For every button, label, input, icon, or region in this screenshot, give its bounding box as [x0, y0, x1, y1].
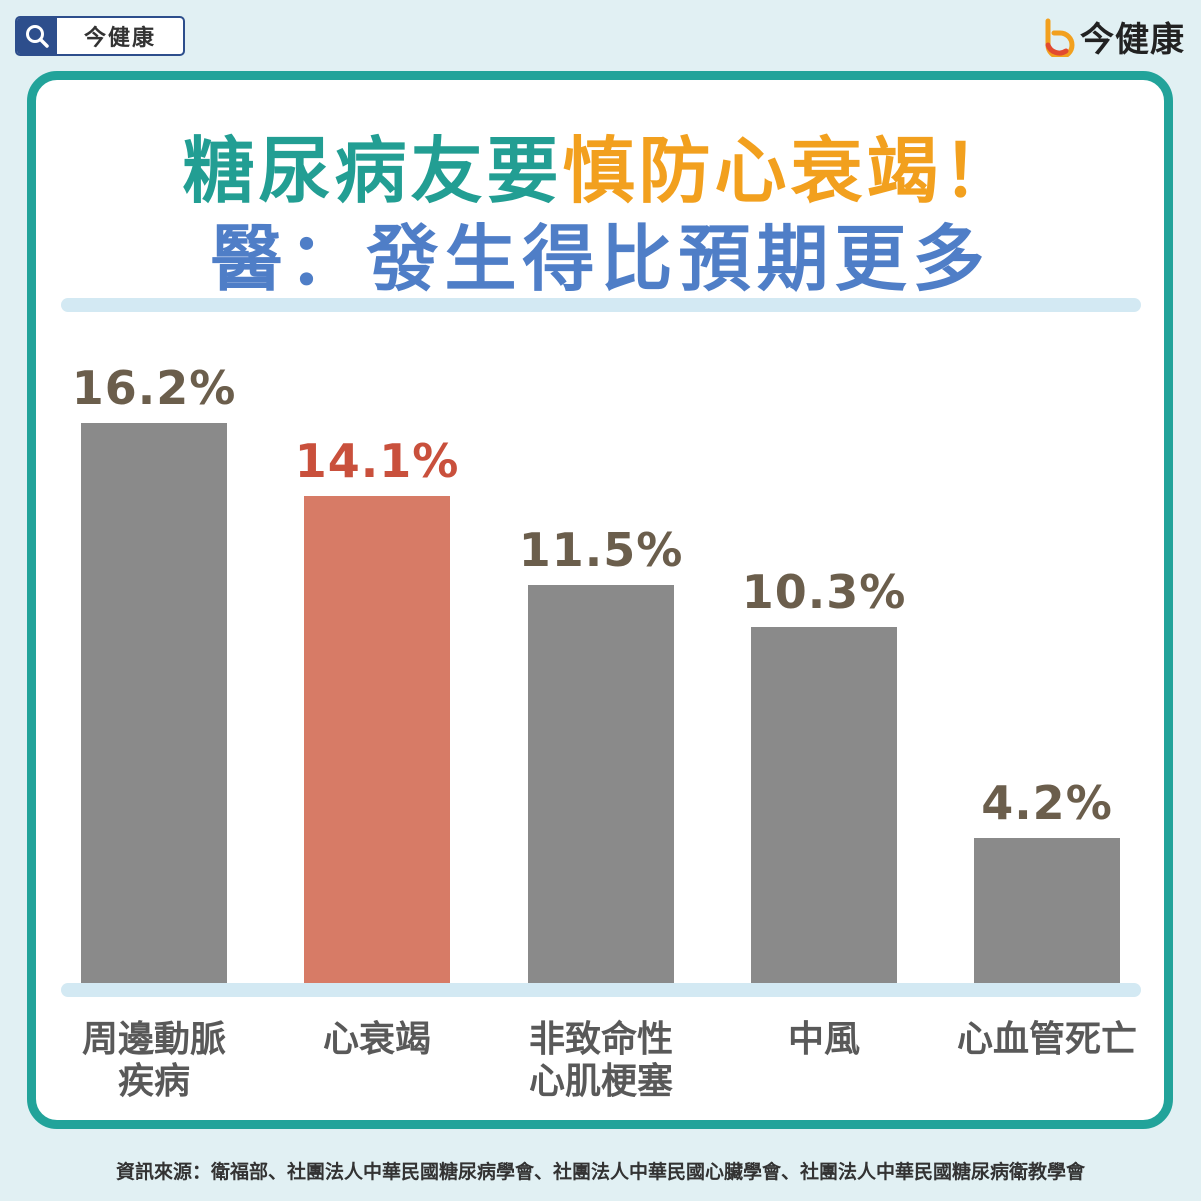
category-label: 心血管死亡 [956, 1019, 1137, 1060]
bar-value-label: 16.2% [71, 361, 237, 415]
bar-3 [528, 585, 674, 983]
bar-5 [974, 838, 1120, 983]
title-orange-part: 慎防心衰竭！ [562, 129, 1019, 213]
bar-1 [81, 423, 227, 983]
brand-logo-icon [1045, 18, 1075, 57]
brand-logo-text: 今健康 [1080, 20, 1185, 60]
bar-2 [304, 496, 450, 983]
search-badge: 今健康 [15, 16, 185, 56]
source-footnote: 資訊來源：衛福部、社團法人中華民國糖尿病學會、社團法人中華民國心臟學會、社團法人… [115, 1161, 1085, 1183]
page-title-line2: 醫：發生得比預期更多 [210, 217, 991, 301]
chart-baseline [61, 983, 1141, 997]
bar-value-label: 10.3% [741, 565, 907, 619]
badge-text: 今健康 [83, 26, 156, 51]
category-label: 中風 [787, 1019, 860, 1060]
category-label: 非致命性 心肌梗塞 [528, 1019, 673, 1102]
category-label: 周邊動脈 疾病 [81, 1019, 226, 1102]
bar-4 [751, 627, 897, 983]
top-divider [61, 298, 1141, 312]
bar-value-label: 4.2% [981, 776, 1113, 830]
page-title-line1: 糖尿病友要慎防心衰竭！ [0, 112, 1201, 217]
category-label: 心衰竭 [322, 1019, 431, 1060]
brand-logo: 今健康 [1040, 12, 1185, 61]
bar-value-label: 11.5% [518, 523, 684, 577]
search-icon [17, 18, 57, 54]
bar-value-label: 14.1% [294, 434, 460, 488]
title-green-part: 糖尿病友要 [182, 129, 563, 213]
